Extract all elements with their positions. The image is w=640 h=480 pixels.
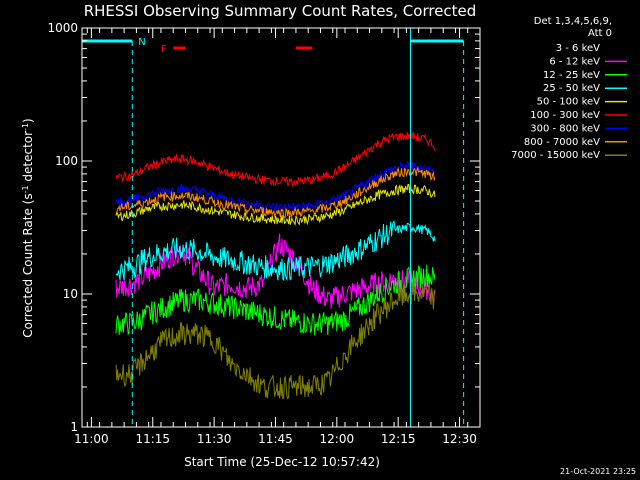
legend-header-0: Det 1,3,4,5,6,9, — [534, 16, 612, 27]
flare-label: F — [161, 44, 167, 55]
y-label-sup1: -1 — [21, 185, 30, 193]
series-line-3 — [115, 220, 436, 282]
legend-label-0: 3 - 6 keV — [556, 43, 600, 54]
legend-header-1: Att 0 — [588, 28, 612, 39]
y-label-mid: detector — [21, 131, 35, 186]
series-line-8 — [115, 282, 436, 400]
footer-timestamp: 21-Oct-2021 23:25 — [560, 467, 636, 476]
legend-label-4: 50 - 100 keV — [537, 97, 601, 108]
axis-layer: 1 10 100 1000 11:00 11:15 11:30 11:45 12:00 12:15… — [47, 21, 481, 446]
y-tick-label-2: 100 — [55, 154, 78, 168]
x-tick-label-6: 12:30 — [442, 432, 477, 446]
x-tick-label-3: 11:45 — [258, 432, 293, 446]
legend-label-1: 6 - 12 keV — [549, 56, 600, 67]
legend-label-5: 100 - 300 keV — [530, 110, 600, 121]
y-label-sup2: -1 — [21, 123, 30, 131]
y-label-end: ) — [21, 118, 35, 123]
legend-label-2: 12 - 25 keV — [543, 70, 600, 81]
y-axis-label: Corrected Count Rate (s-1 detector-1) — [21, 118, 36, 337]
x-axis-label: Start Time (25-Dec-12 10:57:42) — [184, 455, 380, 469]
y-label-main: Corrected Count Rate (s — [21, 193, 35, 337]
legend: Det 1,3,4,5,6,9,Att 0 3 - 6 keV 6 - 12 keV… — [511, 16, 627, 161]
x-tick-label-0: 11:00 — [74, 432, 109, 446]
legend-label-7: 800 - 7000 keV — [524, 137, 600, 148]
x-tick-label-1: 11:15 — [135, 432, 170, 446]
x-tick-label-2: 11:30 — [197, 432, 232, 446]
series-line-2 — [115, 264, 436, 336]
legend-label-6: 300 - 800 keV — [530, 123, 600, 134]
chart-title: RHESSI Observing Summary Count Rates, Co… — [84, 2, 477, 20]
night-label: N — [138, 37, 145, 48]
series-line-5 — [115, 132, 436, 188]
y-tick-label-0: 1 — [70, 420, 78, 434]
x-tick-label-4: 12:00 — [320, 432, 355, 446]
x-tick-label-5: 12:15 — [381, 432, 416, 446]
series-line-4 — [115, 184, 436, 226]
series-layer — [115, 132, 436, 400]
y-tick-label-3: 1000 — [47, 21, 78, 35]
plot-frame — [81, 27, 481, 428]
series-line-7 — [115, 166, 436, 218]
legend-label-3: 25 - 50 keV — [543, 83, 600, 94]
legend-label-8: 7000 - 15000 keV — [511, 150, 600, 161]
series-line-1 — [115, 233, 436, 309]
y-tick-label-1: 10 — [63, 287, 78, 301]
